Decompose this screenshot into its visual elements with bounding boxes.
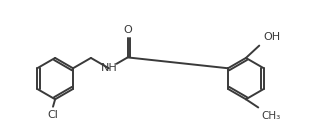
Text: CH₃: CH₃ bbox=[261, 111, 281, 121]
Text: OH: OH bbox=[264, 32, 280, 42]
Text: NH: NH bbox=[100, 63, 117, 73]
Text: Cl: Cl bbox=[48, 110, 59, 120]
Text: O: O bbox=[123, 25, 132, 35]
